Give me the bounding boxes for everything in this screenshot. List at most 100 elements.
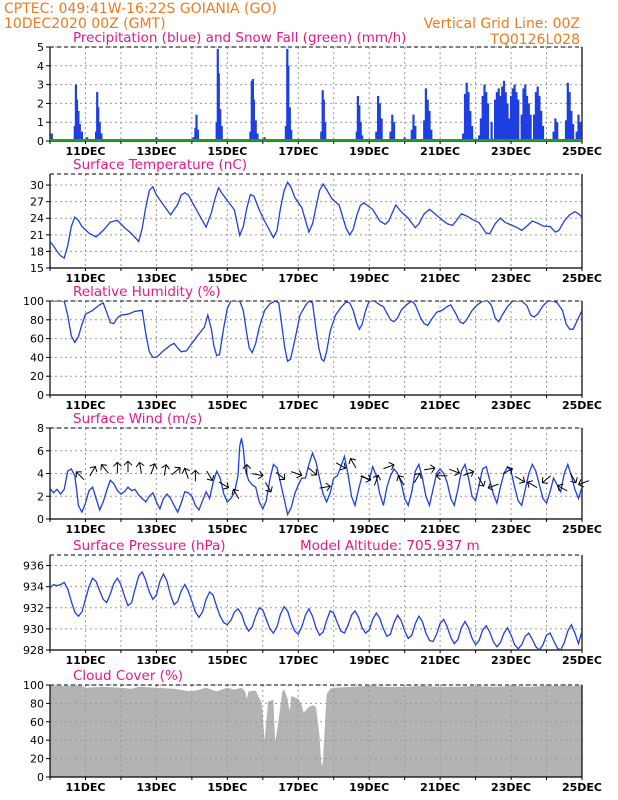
precip-bar [490,122,493,141]
wind-arrow [514,475,526,484]
precip-bar [424,88,427,141]
temperature-series-line [50,180,582,259]
precip-ytick-label: 0 [37,135,44,148]
pressure-panel: Surface Pressure (hPa) Model Altitude: 70… [23,538,602,667]
wind-panel: Surface Wind (m/s) 0 2 4 6 8 11DEC 13DEC 15DEC 17… [37,411,602,536]
pressure-xtick-label: 11DEC [65,654,105,667]
pressure-xtick-label: 21DEC [420,654,460,667]
temperature-ytick-label: 24 [30,212,44,225]
precip-bar [412,114,415,141]
precip-bar [564,120,568,141]
precip-bar [392,122,396,141]
precip-bar [566,82,569,141]
precip-bar [389,131,392,141]
precip-ytick-label: 5 [37,41,44,54]
precip-bar [522,88,525,141]
wind-xtick-label: 25DEC [562,523,602,536]
precip-bar [426,99,429,141]
wind-arrow [231,488,240,499]
precip-bar [552,131,555,141]
precip-bar [501,86,504,141]
precip-bar [506,103,509,141]
wind-arrow [449,467,461,476]
precip-bar [288,107,291,141]
humidity-ytick-label: 40 [30,351,44,364]
precip-bar [517,99,520,141]
wind-xtick-label: 15DEC [207,523,247,536]
precip-bar [423,120,426,141]
humidity-title: Relative Humidity (%) [73,284,221,300]
temperature-xtick-label: 21DEC [420,272,460,285]
wind-xtick-label: 23DEC [491,523,531,536]
precip-bar [75,99,79,141]
precip-panel: Precipitation (blue) and Snow Fall (gree… [37,30,602,158]
precip-bar [504,92,507,141]
precip-xtick-label: 17DEC [278,145,318,158]
precip-bar [391,114,394,141]
wind-arrow [435,471,448,481]
wind-arrow [191,469,200,482]
pressure-xtick-label: 25DEC [562,654,602,667]
wind-arrow [335,462,347,471]
precip-bar [284,126,287,141]
precip-bar [568,92,571,141]
temperature-ytick-label: 21 [30,229,44,242]
precip-bar [508,118,511,141]
precip-bar [570,110,573,141]
temperature-ytick-label: 15 [30,262,44,275]
wind-arrow [372,474,382,486]
wind-arrow [413,472,422,484]
temperature-xtick-label: 25DEC [562,272,602,285]
precip-bar [254,120,257,141]
precip-bar [290,129,293,141]
humidity-series-line [50,301,582,363]
cloud-xtick-label: 11DEC [65,781,105,794]
wind-arrow [541,475,552,484]
wind-arrow [100,464,109,474]
wind-arrow [526,480,538,489]
precip-bar [50,133,53,141]
precip-bar [220,126,223,141]
wind-arrow [463,468,475,477]
wind-arrow [577,479,590,488]
wind-arrow [75,471,85,481]
humidity-xtick-label: 25DEC [562,399,602,412]
precip-bar [481,95,484,141]
precip-bar [324,122,327,141]
precip-bar [494,99,497,141]
wind-arrow [319,482,332,492]
wind-arrow [123,460,133,473]
wind-xtick-label: 19DEC [349,523,389,536]
cloud-ytick-label: 20 [30,753,44,766]
wind-arrow [383,461,395,471]
wind-ytick-label: 2 [37,490,44,503]
wind-arrow [275,471,286,481]
wind-arrow [360,474,372,483]
precip-bar [361,135,364,141]
wind-arrow [569,473,578,484]
precip-ytick-label: 1 [37,116,44,129]
precip-bar [577,114,580,141]
cloud-cover-area [50,685,582,777]
precip-xtick-label: 15DEC [207,145,247,158]
header-run-date: 10DEC2020 00Z (GMT) [4,16,166,32]
precip-bar [77,110,80,141]
humidity-xtick-label: 19DEC [349,399,389,412]
humidity-ytick-label: 0 [37,389,44,402]
precip-bar [515,92,518,141]
pressure-xtick-label: 17DEC [278,654,318,667]
precip-bar [520,114,523,141]
precip-bar [287,65,290,141]
pressure-series-line [50,570,582,650]
precip-bar [510,95,513,141]
precip-bar [196,129,199,141]
precip-bar [256,133,259,141]
temperature-xtick-label: 13DEC [136,272,176,285]
pressure-xtick-label: 13DEC [136,654,176,667]
humidity-xtick-label: 13DEC [136,399,176,412]
cloud-xtick-label: 23DEC [491,781,531,794]
precip-bar [483,84,486,141]
cloud-xtick-label: 19DEC [349,781,389,794]
precip-bar [579,122,582,141]
cloud-xtick-label: 13DEC [136,781,176,794]
